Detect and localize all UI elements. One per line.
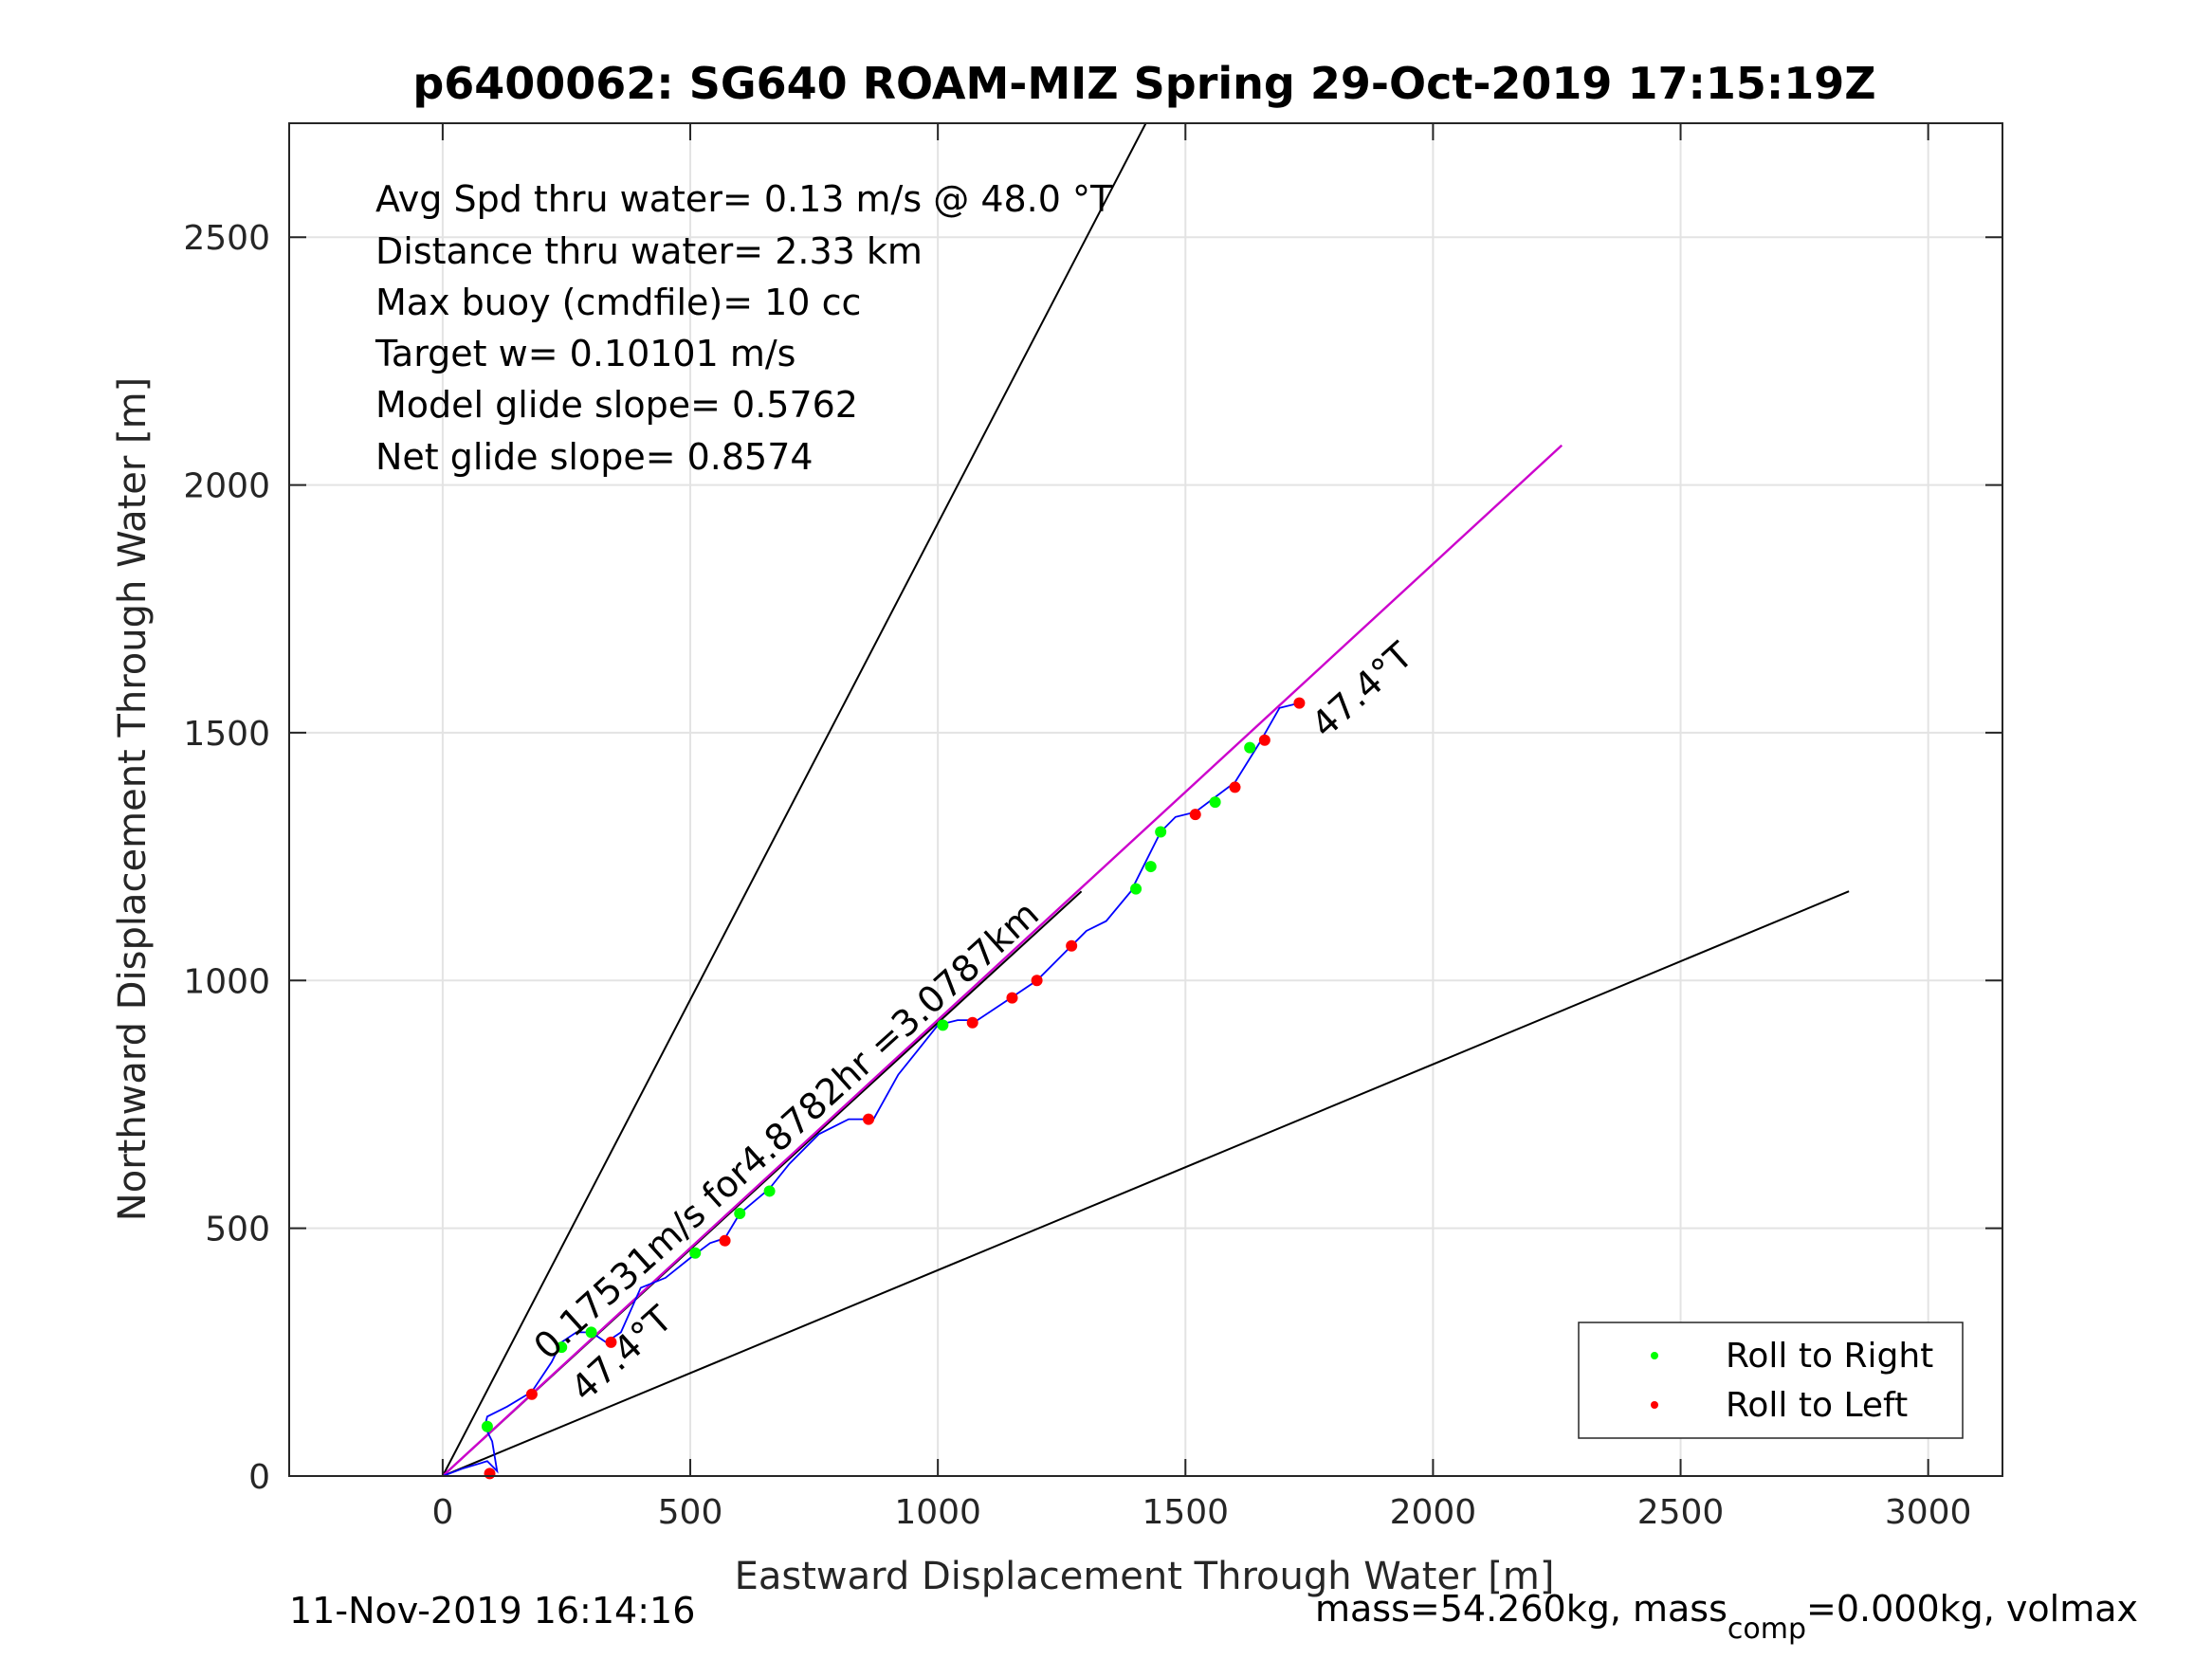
- roll-left-point: [1229, 781, 1241, 793]
- roll-left-point: [1189, 809, 1201, 821]
- x-tick-label: 500: [658, 1493, 723, 1532]
- roll-left-point: [1066, 939, 1078, 952]
- annotation-distance: Distance thru water= 2.33 km: [375, 230, 923, 272]
- stats-annotations: Avg Spd thru water= 0.13 m/s @ 48.0 °T D…: [375, 178, 1113, 478]
- x-tick-label: 3000: [1885, 1493, 1972, 1532]
- roll-right-point: [763, 1185, 776, 1197]
- x-tick-label: 2000: [1390, 1493, 1477, 1532]
- annotation-model-glide: Model glide slope= 0.5762: [375, 384, 858, 426]
- roll-left-point: [1006, 992, 1018, 1004]
- roll-left-point: [525, 1388, 538, 1400]
- x-tick-label: 1500: [1142, 1493, 1229, 1532]
- series-layer: [442, 122, 1850, 1480]
- roll-right-point: [689, 1247, 702, 1259]
- track-line: [442, 702, 1300, 1477]
- legend-marker-roll-right: [1651, 1352, 1658, 1359]
- chart-title: p6400062: SG640 ROAM-MIZ Spring 29-Oct-2…: [412, 58, 1875, 109]
- roll-right-point: [937, 1019, 949, 1031]
- plot-frame: [288, 122, 2003, 1477]
- x-tick-label: 0: [431, 1493, 453, 1532]
- ticks: 0 500 1000 1500 2000 2500 3000 0 500 1000 1500 2000…: [183, 123, 2002, 1532]
- y-tick-label: 1000: [183, 962, 270, 1001]
- roll-left-point: [719, 1234, 731, 1247]
- roll-right-point: [734, 1207, 746, 1219]
- roll-right-point: [1209, 796, 1221, 809]
- y-tick-label: 500: [205, 1211, 270, 1249]
- roll-right-point: [1130, 883, 1143, 895]
- legend: Roll to Right Roll to Left: [1578, 1322, 1964, 1439]
- roll-left-point: [1293, 697, 1306, 709]
- y-tick-label: 1500: [183, 715, 270, 754]
- x-tick-label: 2500: [1637, 1493, 1725, 1532]
- footer-timestamp: 11-Nov-2019 16:14:16: [289, 1590, 695, 1632]
- y-tick-label: 0: [248, 1458, 270, 1497]
- x-axis-label: Eastward Displacement Through Water [m]: [735, 1555, 1555, 1598]
- legend-marker-roll-left: [1651, 1401, 1658, 1409]
- y-tick-label: 2500: [183, 219, 270, 258]
- plot-area: [289, 123, 2002, 1476]
- legend-label-roll-left: Roll to Left: [1726, 1386, 1908, 1425]
- footer-mass-rest: =0.000kg, volmax: [1806, 1588, 2138, 1630]
- roll-right-point: [556, 1341, 568, 1354]
- roll-right-point: [1244, 741, 1256, 754]
- legend-box: [1578, 1322, 1964, 1439]
- footer-mass-subscript: comp: [1728, 1613, 1806, 1646]
- annotation-max-buoy: Max buoy (cmdfile)= 10 cc: [375, 282, 861, 323]
- roll-left-point: [1258, 734, 1271, 746]
- y-axis-label: Northward Displacement Through Water [m]: [111, 377, 155, 1221]
- annotation-avg-speed: Avg Spd thru water= 0.13 m/s @ 48.0 °T: [375, 178, 1113, 220]
- roll-left-point: [605, 1336, 617, 1348]
- legend-label-roll-right: Roll to Right: [1726, 1337, 1933, 1376]
- annotation-net-glide: Net glide slope= 0.8574: [375, 436, 814, 478]
- roll-right-point: [1155, 826, 1167, 838]
- roll-left-point: [966, 1016, 978, 1029]
- roll-left-point: [863, 1113, 875, 1125]
- roll-right-point: [481, 1420, 493, 1432]
- grid: [289, 123, 2002, 1477]
- footer-mass-info: mass=54.260kg, masscomp=0.000kg, volmax: [1315, 1588, 2138, 1646]
- x-tick-label: 1000: [894, 1493, 981, 1532]
- roll-left-point: [484, 1468, 496, 1480]
- reference-line: [442, 890, 1850, 1477]
- roll-left-point: [1031, 975, 1043, 987]
- reference-line: [442, 122, 1147, 1477]
- roll-right-point: [1144, 861, 1157, 873]
- footer-mass: mass=54.260kg, mass: [1315, 1588, 1728, 1630]
- annotation-target-w: Target w= 0.10101 m/s: [375, 333, 795, 374]
- heading-line: [442, 444, 1563, 1477]
- roll-right-point: [585, 1326, 597, 1339]
- y-tick-label: 2000: [183, 467, 270, 506]
